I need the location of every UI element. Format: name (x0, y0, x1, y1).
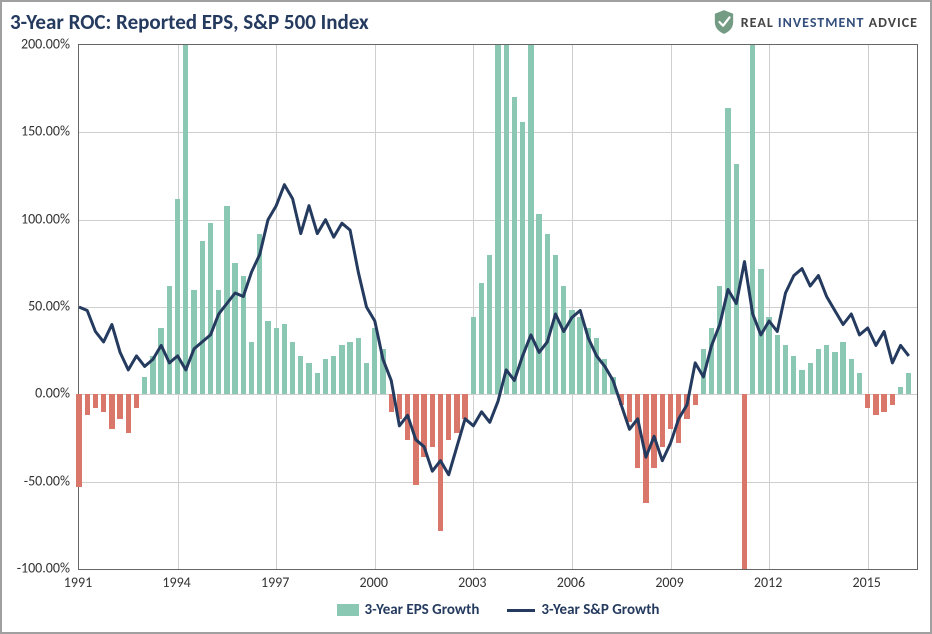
x-tick-label: 1991 (64, 574, 92, 591)
y-tick-label: -100.00% (17, 560, 70, 577)
y-tick-label: 150.00% (21, 123, 70, 140)
shield-icon (713, 9, 735, 35)
legend-swatch-bar-icon (337, 604, 359, 616)
x-tick-label: 2012 (754, 574, 782, 591)
y-axis-labels: -100.00%-50.00%0.00%50.00%100.00%150.00%… (6, 44, 74, 570)
x-tick-label: 2009 (655, 574, 683, 591)
y-tick-label: 0.00% (35, 385, 70, 402)
x-tick-label: 1997 (261, 574, 289, 591)
x-axis-labels: 199119941997200020032006200920122015 (78, 572, 918, 592)
y-tick-label: 100.00% (21, 210, 70, 227)
x-tick-label: 2000 (360, 574, 388, 591)
y-tick-label: -50.00% (24, 472, 70, 489)
legend-item-eps: 3-Year EPS Growth (337, 601, 480, 619)
brand-badge: REAL INVESTMENT ADVICE (713, 9, 918, 35)
chart-legend: 3-Year EPS Growth 3-Year S&P Growth (78, 598, 918, 622)
line-series (79, 45, 917, 569)
legend-swatch-line-icon (507, 609, 535, 612)
x-tick-label: 1994 (162, 574, 190, 591)
legend-item-sp: 3-Year S&P Growth (507, 601, 659, 619)
x-tick-label: 2015 (853, 574, 881, 591)
x-tick-label: 2006 (557, 574, 585, 591)
brand-text: REAL INVESTMENT ADVICE (741, 14, 918, 31)
legend-label: 3-Year EPS Growth (365, 601, 480, 619)
y-tick-label: 50.00% (28, 298, 70, 315)
x-tick-label: 2003 (458, 574, 486, 591)
y-tick-label: 200.00% (21, 36, 70, 53)
legend-label: 3-Year S&P Growth (541, 601, 659, 619)
chart-title: 3-Year ROC: Reported EPS, S&P 500 Index (10, 9, 369, 35)
chart-container: -100.00% -50.00% 0.00% 50.00% 100.00% 150.00%… (6, 40, 922, 626)
chart-header: 3-Year ROC: Reported EPS, S&P 500 Index … (2, 2, 930, 38)
plot-area (78, 44, 918, 570)
